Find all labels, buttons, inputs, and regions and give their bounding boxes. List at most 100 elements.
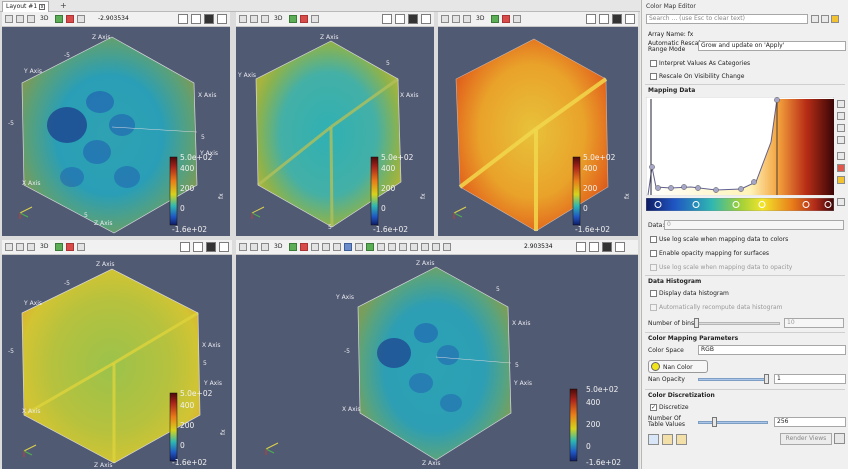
tab-layout-1[interactable]: Layout #1 x: [2, 1, 50, 12]
rotate-icon[interactable]: [513, 15, 521, 23]
choose-preset-icon[interactable]: [837, 100, 845, 108]
gear-icon[interactable]: [811, 15, 819, 23]
select-polygon-icon[interactable]: [388, 243, 396, 251]
table-values-slider-handle[interactable]: [712, 417, 717, 427]
zoom-box-icon[interactable]: [261, 243, 269, 251]
split-vertical-icon[interactable]: [589, 242, 599, 252]
render-view-1[interactable]: 3D -2.903534: [2, 12, 230, 236]
render-canvas[interactable]: Z Axis Y Axis X Axis Y Axis X Axis Z Axi…: [2, 255, 232, 469]
zoom-to-data-icon[interactable]: [250, 243, 258, 251]
close-view-icon[interactable]: [615, 242, 625, 252]
select-points-icon[interactable]: [502, 15, 510, 23]
reset-camera-icon[interactable]: [441, 15, 449, 23]
refresh-icon[interactable]: [648, 434, 659, 445]
opacity-function-editor[interactable]: [646, 97, 834, 196]
split-horizontal-icon[interactable]: [178, 14, 188, 24]
auto-apply-icon[interactable]: [834, 433, 845, 444]
split-horizontal-icon[interactable]: [576, 242, 586, 252]
split-vertical-icon[interactable]: [599, 14, 609, 24]
rotate-icon[interactable]: [77, 15, 85, 23]
select-frustum-points-icon[interactable]: [377, 243, 385, 251]
hover-points-icon[interactable]: [410, 243, 418, 251]
color-function-editor[interactable]: [646, 198, 834, 211]
select-cells-icon[interactable]: [55, 243, 63, 251]
color-space-select[interactable]: RGB: [698, 345, 846, 355]
data-value-input[interactable]: 0: [664, 220, 844, 230]
close-view-icon[interactable]: [217, 14, 227, 24]
table-values-slider[interactable]: [698, 421, 768, 424]
zoom-box-icon[interactable]: [463, 15, 471, 23]
rescale-range-icon[interactable]: [837, 112, 845, 120]
render-canvas[interactable]: Z Axis Z Axis Y Axis Y Axis X Axis X Axi…: [2, 27, 230, 236]
rotate-icon[interactable]: [311, 243, 319, 251]
render-view-4[interactable]: 3D: [2, 240, 232, 469]
discretize-checkbox[interactable]: ✓: [650, 404, 657, 411]
threed-toggle[interactable]: 3D: [40, 243, 49, 250]
edit-icon[interactable]: [837, 198, 845, 206]
close-view-icon[interactable]: [625, 14, 635, 24]
maximize-icon[interactable]: [204, 14, 214, 24]
nan-opacity-slider-handle[interactable]: [764, 374, 769, 384]
reset-camera-icon[interactable]: [5, 15, 13, 23]
close-tab-icon[interactable]: x: [39, 4, 46, 10]
invert-transfer-icon[interactable]: [837, 164, 845, 172]
nan-color-button[interactable]: Nan Color: [648, 360, 708, 373]
auto-recompute-checkbox[interactable]: [650, 304, 657, 311]
render-canvas[interactable]: Z Axis X Axis Y Axis 5 5 5.0e+02 400 200…: [236, 27, 434, 236]
rotate-icon[interactable]: [77, 243, 85, 251]
select-points-icon[interactable]: [66, 15, 74, 23]
shrink-selection-icon[interactable]: [432, 243, 440, 251]
zoom-to-data-icon[interactable]: [452, 15, 460, 23]
add-tab-button[interactable]: +: [60, 1, 67, 10]
select-frustum-cells-icon[interactable]: [366, 243, 374, 251]
threed-toggle[interactable]: 3D: [274, 243, 283, 250]
save-defaults-icon[interactable]: [676, 434, 687, 445]
interactive-select-icon[interactable]: [399, 243, 407, 251]
render-view-2[interactable]: 3D: [236, 12, 434, 236]
reset-defaults-icon[interactable]: [662, 434, 673, 445]
reset-camera-icon[interactable]: [239, 15, 247, 23]
search-input[interactable]: Search ... (use Esc to clear text): [646, 14, 808, 24]
rescale-visibility-checkbox[interactable]: [650, 73, 657, 80]
log-scale-checkbox[interactable]: [650, 236, 657, 243]
select-surface-cells-icon[interactable]: [344, 243, 352, 251]
maximize-icon[interactable]: [602, 242, 612, 252]
threed-toggle[interactable]: 3D: [476, 15, 485, 22]
close-view-icon[interactable]: [421, 14, 431, 24]
rescale-custom-icon[interactable]: [837, 124, 845, 132]
threed-toggle[interactable]: 3D: [274, 15, 283, 22]
render-views-button[interactable]: Render Views: [780, 433, 832, 445]
close-view-icon[interactable]: [219, 242, 229, 252]
grow-selection-icon[interactable]: [421, 243, 429, 251]
select-cells-icon[interactable]: [289, 243, 297, 251]
zoom-box-icon[interactable]: [261, 15, 269, 23]
split-horizontal-icon[interactable]: [586, 14, 596, 24]
save-preset-icon[interactable]: [831, 15, 839, 23]
pick-center-icon[interactable]: [333, 243, 341, 251]
split-horizontal-icon[interactable]: [382, 14, 392, 24]
render-view-5-active[interactable]: 3D 2.903534: [236, 240, 638, 469]
render-canvas[interactable]: 5.0e+02 400 200 0 -1.6e+02 fx: [438, 27, 638, 236]
zoom-box-icon[interactable]: [27, 243, 35, 251]
render-view-3[interactable]: 3D: [438, 12, 638, 236]
enable-opacity-checkbox[interactable]: [650, 250, 657, 257]
log-opacity-checkbox[interactable]: [650, 264, 657, 271]
table-values-input[interactable]: 256: [774, 417, 846, 427]
interpret-categories-checkbox[interactable]: [650, 60, 657, 67]
select-cells-icon[interactable]: [289, 15, 297, 23]
rescale-visible-icon[interactable]: [837, 152, 845, 160]
reset-camera-icon[interactable]: [239, 243, 247, 251]
nan-opacity-input[interactable]: 1: [774, 374, 846, 384]
bins-input[interactable]: 10: [784, 318, 844, 328]
rescale-temporal-icon[interactable]: [837, 136, 845, 144]
split-vertical-icon[interactable]: [395, 14, 405, 24]
auto-rescale-select[interactable]: Grow and update on 'Apply': [698, 41, 846, 51]
rotate-icon[interactable]: [311, 15, 319, 23]
threed-toggle[interactable]: 3D: [40, 15, 49, 22]
roll-icon[interactable]: [322, 243, 330, 251]
maximize-icon[interactable]: [408, 14, 418, 24]
select-points-icon[interactable]: [300, 243, 308, 251]
select-cells-icon[interactable]: [55, 15, 63, 23]
zoom-to-data-icon[interactable]: [16, 15, 24, 23]
select-points-icon[interactable]: [66, 243, 74, 251]
